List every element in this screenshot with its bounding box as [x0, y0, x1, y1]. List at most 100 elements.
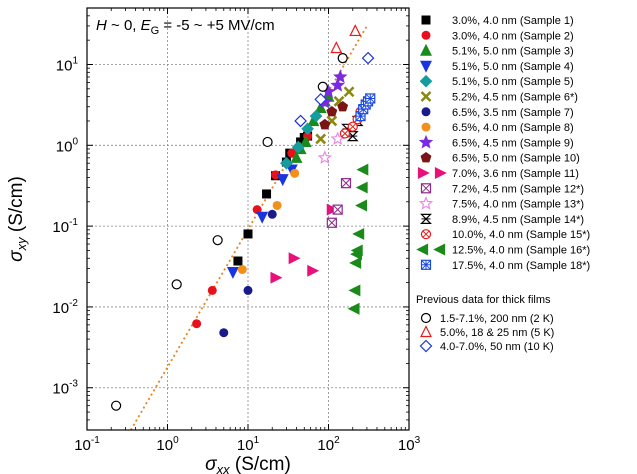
- data-point: [192, 319, 202, 329]
- legend-marker: [419, 74, 433, 88]
- data-point: [349, 256, 362, 269]
- legend-label: 7.0%, 3.6 nm (Sample 11): [452, 168, 579, 180]
- data-point: [290, 150, 303, 163]
- legend-entry-previous: 5.0%, 18 & 25 nm (5 K): [420, 325, 554, 339]
- series-10: [270, 203, 339, 284]
- y-tick-label: 100: [56, 136, 79, 155]
- data-point: [280, 156, 293, 170]
- data-point: [270, 271, 283, 284]
- data-point: [207, 285, 217, 295]
- data-point: [315, 133, 327, 145]
- legend-marker: [420, 43, 432, 56]
- legend-marker: [433, 243, 446, 256]
- series-4: [280, 109, 323, 170]
- legend-entry: 3.0%, 4.0 nm (Sample 2): [421, 30, 574, 42]
- data-point: [337, 101, 349, 112]
- data-point: [333, 69, 348, 84]
- legend-marker: [420, 151, 432, 163]
- x-tick-label: 101: [237, 435, 260, 454]
- series-17: [111, 52, 348, 411]
- legend-label: 7.5%, 4.0 nm (Sample 13*): [452, 199, 584, 211]
- legend: 3.0%, 4.0 nm (Sample 1) 3.0%, 4.0 nm (Sam…: [416, 15, 590, 353]
- legend-entry: 7.5%, 4.0 nm (Sample 13*): [418, 196, 584, 211]
- legend-label: 5.1%, 5.0 nm (Sample 5): [452, 76, 574, 88]
- legend-entry: 7.2%, 4.5 nm (Sample 12*): [420, 183, 584, 195]
- data-point: [290, 168, 300, 178]
- data-point: [332, 204, 343, 215]
- data-point: [319, 118, 331, 130]
- legend-marker: [421, 30, 431, 40]
- legend-entry: 6.5%, 3.5 nm (Sample 7): [421, 107, 574, 119]
- data-point: [294, 114, 307, 128]
- data-point: [299, 135, 312, 148]
- legend-marker: [420, 60, 432, 73]
- data-point: [343, 86, 355, 98]
- legend-entry: 5.2%, 4.5 nm (Sample 6*): [420, 91, 578, 104]
- legend-entry: 6.5%, 4.0 nm (Sample 8): [421, 122, 574, 134]
- series-7: [237, 168, 300, 275]
- legend-entry: 5.1%, 5.0 nm (Sample 3): [420, 43, 574, 58]
- legend-entry: 7.0%, 3.6 nm (Sample 11): [417, 167, 579, 180]
- data-point: [276, 174, 289, 187]
- legend-label: 10.0%, 4.0 nm (Sample 15*): [452, 229, 590, 241]
- legend-label: 5.1%, 5.0 nm (Sample 4): [452, 61, 574, 73]
- legend-label: 6.5%, 3.5 nm (Sample 7): [452, 107, 574, 119]
- legend-marker: [420, 325, 432, 338]
- legend-entry: 5.1%, 5.0 nm (Sample 4): [420, 60, 574, 73]
- legend-label: 17.5%, 4.0 nm (Sample 18*): [452, 260, 590, 272]
- data-point: [355, 181, 368, 194]
- legend-label: 12.5%, 4.0 nm (Sample 16*): [452, 245, 590, 257]
- series-15: [347, 163, 369, 315]
- data-point: [340, 178, 352, 189]
- data-point: [226, 266, 239, 279]
- data-point: [326, 203, 339, 216]
- data-point: [356, 163, 369, 176]
- x-tick-label: 103: [398, 435, 421, 454]
- legend-marker: [420, 183, 432, 194]
- data-point: [355, 199, 368, 212]
- data-point: [219, 328, 229, 338]
- data-point: [330, 41, 343, 54]
- fit-line-path: [130, 25, 368, 431]
- legend-entry: 6.5%, 5.0 nm (Sample 10): [420, 151, 580, 165]
- y-tick-label: 10-2: [52, 298, 78, 317]
- legend-entry: 17.5%, 4.0 nm (Sample 18*): [420, 259, 590, 272]
- legend-marker: [434, 167, 447, 179]
- data-point: [326, 217, 337, 228]
- series-6: [219, 209, 277, 338]
- legend-marker: [416, 243, 429, 256]
- data-point: [330, 77, 345, 92]
- legend-entry: 6.5%, 4.5 nm (Sample 9): [418, 134, 574, 149]
- data-point: [349, 24, 362, 37]
- data-point: [326, 106, 338, 117]
- series-16: [355, 93, 376, 122]
- legend-label: 6.5%, 5.0 nm (Sample 10): [452, 153, 580, 165]
- legend-marker: [420, 229, 432, 240]
- data-point: [271, 170, 281, 180]
- legend-entry: 3.0%, 4.0 nm (Sample 1): [421, 15, 574, 27]
- data-point: [287, 148, 297, 158]
- data-point: [288, 252, 301, 265]
- legend-label: 3.0%, 4.0 nm (Sample 2): [452, 30, 574, 42]
- data-point: [212, 235, 223, 246]
- y-tick-label: 10-3: [52, 379, 78, 398]
- data-point: [171, 279, 182, 290]
- legend-marker: [419, 339, 433, 353]
- data-point: [352, 227, 365, 240]
- data-point: [339, 128, 351, 139]
- legend-marker: [420, 213, 432, 224]
- data-point: [111, 400, 122, 411]
- legend-entry-previous: 4.0-7.0%, 50 nm (10 K): [419, 339, 554, 353]
- legend-entry: 5.1%, 5.0 nm (Sample 5): [419, 74, 574, 88]
- legend-marker: [421, 107, 431, 117]
- data-point: [348, 284, 361, 297]
- legend-entry-previous: 1.5-7.1%, 200 nm (2 K): [420, 312, 554, 325]
- axis-ticks: 10-1 100 101 102 103 10-3 10-2 10-1 100 101: [52, 8, 421, 454]
- legend-label: 3.0%, 4.0 nm (Sample 1): [452, 15, 574, 27]
- legend-entry: 12.5%, 4.0 nm (Sample 16*): [416, 243, 590, 257]
- legend-label: 7.2%, 4.5 nm (Sample 12*): [452, 183, 584, 195]
- x-tick-label: 10-1: [74, 435, 100, 454]
- legend-marker: [418, 196, 434, 210]
- y-tick-label: 101: [56, 55, 79, 74]
- series-9: [319, 101, 349, 130]
